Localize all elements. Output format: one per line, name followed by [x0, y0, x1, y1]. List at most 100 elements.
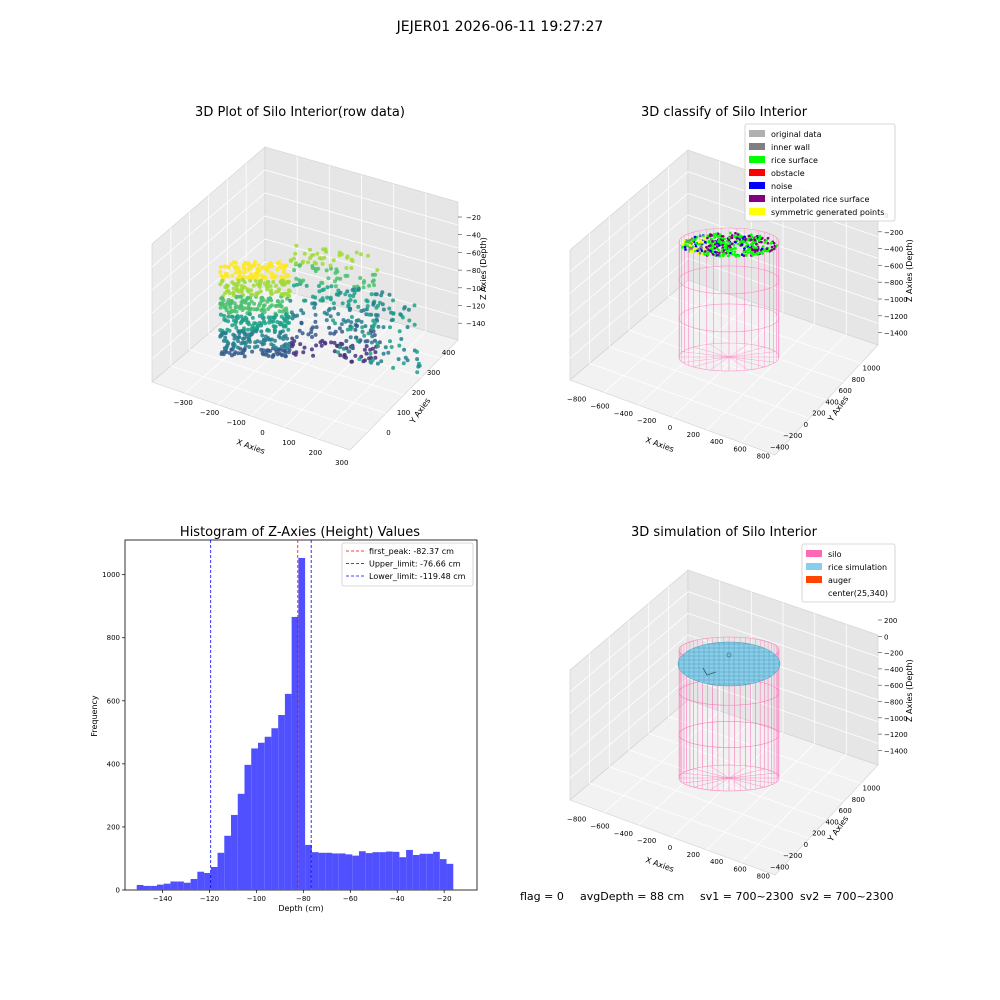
scatter-point	[259, 321, 264, 326]
classified-point	[718, 244, 721, 247]
scatter-point	[320, 338, 325, 343]
scatter-point	[249, 326, 254, 331]
classified-point	[727, 254, 730, 257]
scatter-point	[365, 299, 370, 304]
classified-point	[744, 241, 748, 244]
y-tick-label: 400	[825, 818, 838, 826]
classified-point	[712, 234, 716, 238]
scatter-point	[397, 329, 402, 334]
scatter-point	[334, 292, 339, 297]
scatter-point	[320, 261, 325, 266]
silo-cylinder-spoke	[709, 777, 730, 791]
scatter-point	[256, 291, 260, 296]
z-tick-label: −600	[884, 262, 903, 270]
scatter-point	[239, 289, 244, 294]
scatter-point	[374, 292, 379, 297]
scatter-point	[340, 329, 345, 334]
scatter-point	[400, 315, 405, 320]
scatter-point	[271, 280, 276, 284]
classified-point	[686, 244, 690, 248]
classified-point	[766, 236, 770, 240]
scatter-point	[269, 288, 274, 293]
scatter-point	[376, 324, 381, 329]
scatter-point	[266, 307, 271, 311]
scatter-point	[230, 273, 235, 278]
scatter-point	[245, 288, 250, 293]
scatter-point	[260, 265, 265, 270]
x-tick-label: −400	[614, 410, 633, 418]
scatter-point	[375, 361, 380, 366]
scatter-point	[310, 294, 315, 299]
scatter-point	[329, 284, 334, 289]
classified-point	[695, 235, 699, 239]
y-tick-label: 0	[804, 841, 808, 849]
scatter-point	[239, 329, 244, 334]
histogram-bar	[305, 844, 312, 890]
histogram-bar	[352, 855, 359, 890]
scatter-point	[234, 260, 239, 265]
classified-point	[698, 234, 702, 237]
y-tick-label: 400	[107, 760, 120, 768]
x-tick-label: 0	[668, 424, 672, 432]
scatter-point	[219, 352, 224, 356]
scatter-point	[227, 351, 232, 355]
scatter-point	[266, 354, 271, 358]
classified-point	[694, 247, 698, 250]
scatter-point	[259, 296, 264, 301]
scatter-point	[249, 288, 254, 293]
classified-point	[713, 247, 717, 250]
histogram-bar	[150, 885, 157, 890]
histogram-bar	[177, 881, 184, 890]
scatter-point	[234, 325, 239, 330]
scatter-point	[361, 308, 366, 313]
scatter-point	[242, 332, 247, 337]
scatter-point	[276, 334, 281, 339]
scatter-point	[402, 305, 407, 310]
scatter-point	[320, 298, 325, 303]
scatter-point	[269, 337, 274, 342]
histogram-bar	[231, 814, 238, 890]
histogram-bar	[392, 851, 400, 890]
x-tick-label: −800	[567, 396, 586, 404]
scatter-point	[285, 336, 290, 341]
classified-point	[684, 241, 688, 244]
scatter-point	[283, 312, 288, 316]
scatter-point	[312, 305, 317, 310]
z-tick-label: −1400	[884, 330, 908, 338]
scatter-point	[252, 301, 257, 306]
scatter-point	[272, 315, 277, 320]
classified-point	[775, 244, 779, 247]
classified-point	[734, 241, 737, 244]
classified-point	[725, 245, 728, 248]
scatter-point	[347, 293, 352, 298]
scatter-point	[311, 252, 316, 257]
scatter-point	[366, 253, 370, 258]
scatter-point	[367, 283, 372, 288]
legend-frame	[341, 542, 474, 587]
scatter-point	[231, 344, 236, 349]
scatter-point	[278, 322, 283, 327]
scatter-point	[281, 337, 286, 341]
z-tick-label: −1000	[884, 296, 908, 304]
classified-point	[703, 240, 707, 244]
x-tick-label: −200	[637, 417, 656, 425]
scatter-point	[232, 336, 237, 341]
scatter-point	[347, 308, 352, 313]
scatter-point	[405, 325, 410, 330]
histogram-bar	[224, 835, 232, 890]
classified-point	[717, 240, 720, 243]
silo-wire-ring	[678, 265, 780, 295]
scatter-point	[291, 342, 296, 347]
legend-swatch	[806, 576, 822, 583]
classified-point	[743, 235, 746, 239]
scatter-point	[275, 352, 280, 357]
y-tick-label: 200	[812, 410, 825, 418]
z-axis-label: Z Axies (Depth)	[905, 659, 914, 722]
classified-point	[755, 242, 758, 246]
classified-point	[770, 241, 774, 245]
classified-point	[759, 251, 762, 254]
histogram-bar	[365, 853, 373, 890]
scatter-point	[221, 338, 226, 343]
scatter-point	[279, 314, 284, 319]
scatter-point	[345, 254, 350, 259]
